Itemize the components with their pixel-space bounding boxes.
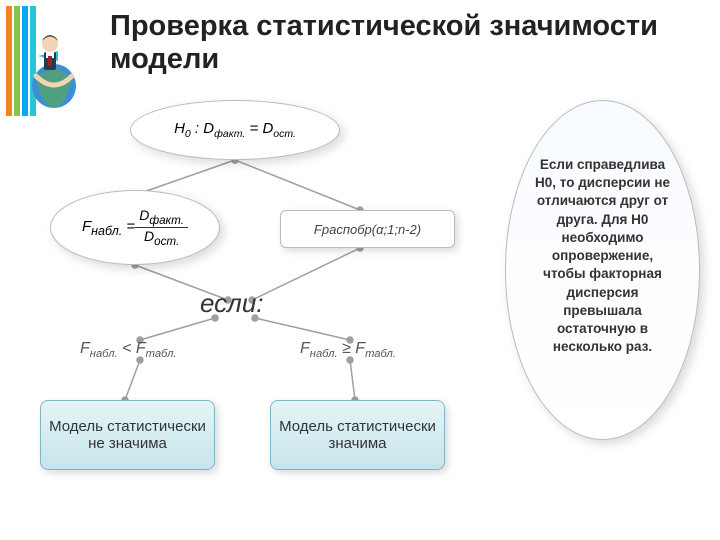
fnabl-num-sub: факт. [149,214,184,227]
cmp1-sub2: табл. [146,348,177,360]
f-observed-bubble: Fнабл. = Dфакт. Dост. [50,190,220,265]
hypothesis-bubble: H0 : Dфакт. = Dост. [130,100,340,160]
fnabl-eq: = [122,218,135,235]
outcome-not-significant: Модель статистически не значима [40,400,215,470]
page-title: Проверка статистической значимости модел… [110,10,700,77]
fnabl-sub: набл. [91,224,122,238]
fnabl-numD: D [139,207,149,223]
hyp-mid: : D [191,120,214,137]
comparison-ge: Fнабл. ≥ Fтабл. [300,340,396,360]
esli-label: если: [200,288,264,319]
cmp1-op: < F [118,340,146,357]
fnabl-denD: D [144,228,154,244]
hyp-eq: = D [245,120,273,137]
cmp2-sub1: набл. [310,348,338,360]
cmp2-F: F [300,340,310,357]
f-table-rect: Fраспобр(α;1;n-2) [280,210,455,248]
hyp-ost: ост. [273,128,296,140]
fnabl-F: F [82,218,91,235]
hyp-fact: факт. [214,128,245,140]
cmp2-sub2: табл. [365,348,396,360]
fnabl-den-sub: ост. [154,235,179,248]
corner-logo [6,6,86,116]
comparison-less: Fнабл. < Fтабл. [80,340,177,360]
hyp-H: H [174,120,185,137]
cmp2-op: ≥ F [338,340,365,357]
cmp1-sub1: набл. [90,348,118,360]
explanation-oval: Если справедлива H0, то дисперсии не отл… [505,100,700,440]
cmp1-F: F [80,340,90,357]
outcome-significant: Модель статистически значима [270,400,445,470]
